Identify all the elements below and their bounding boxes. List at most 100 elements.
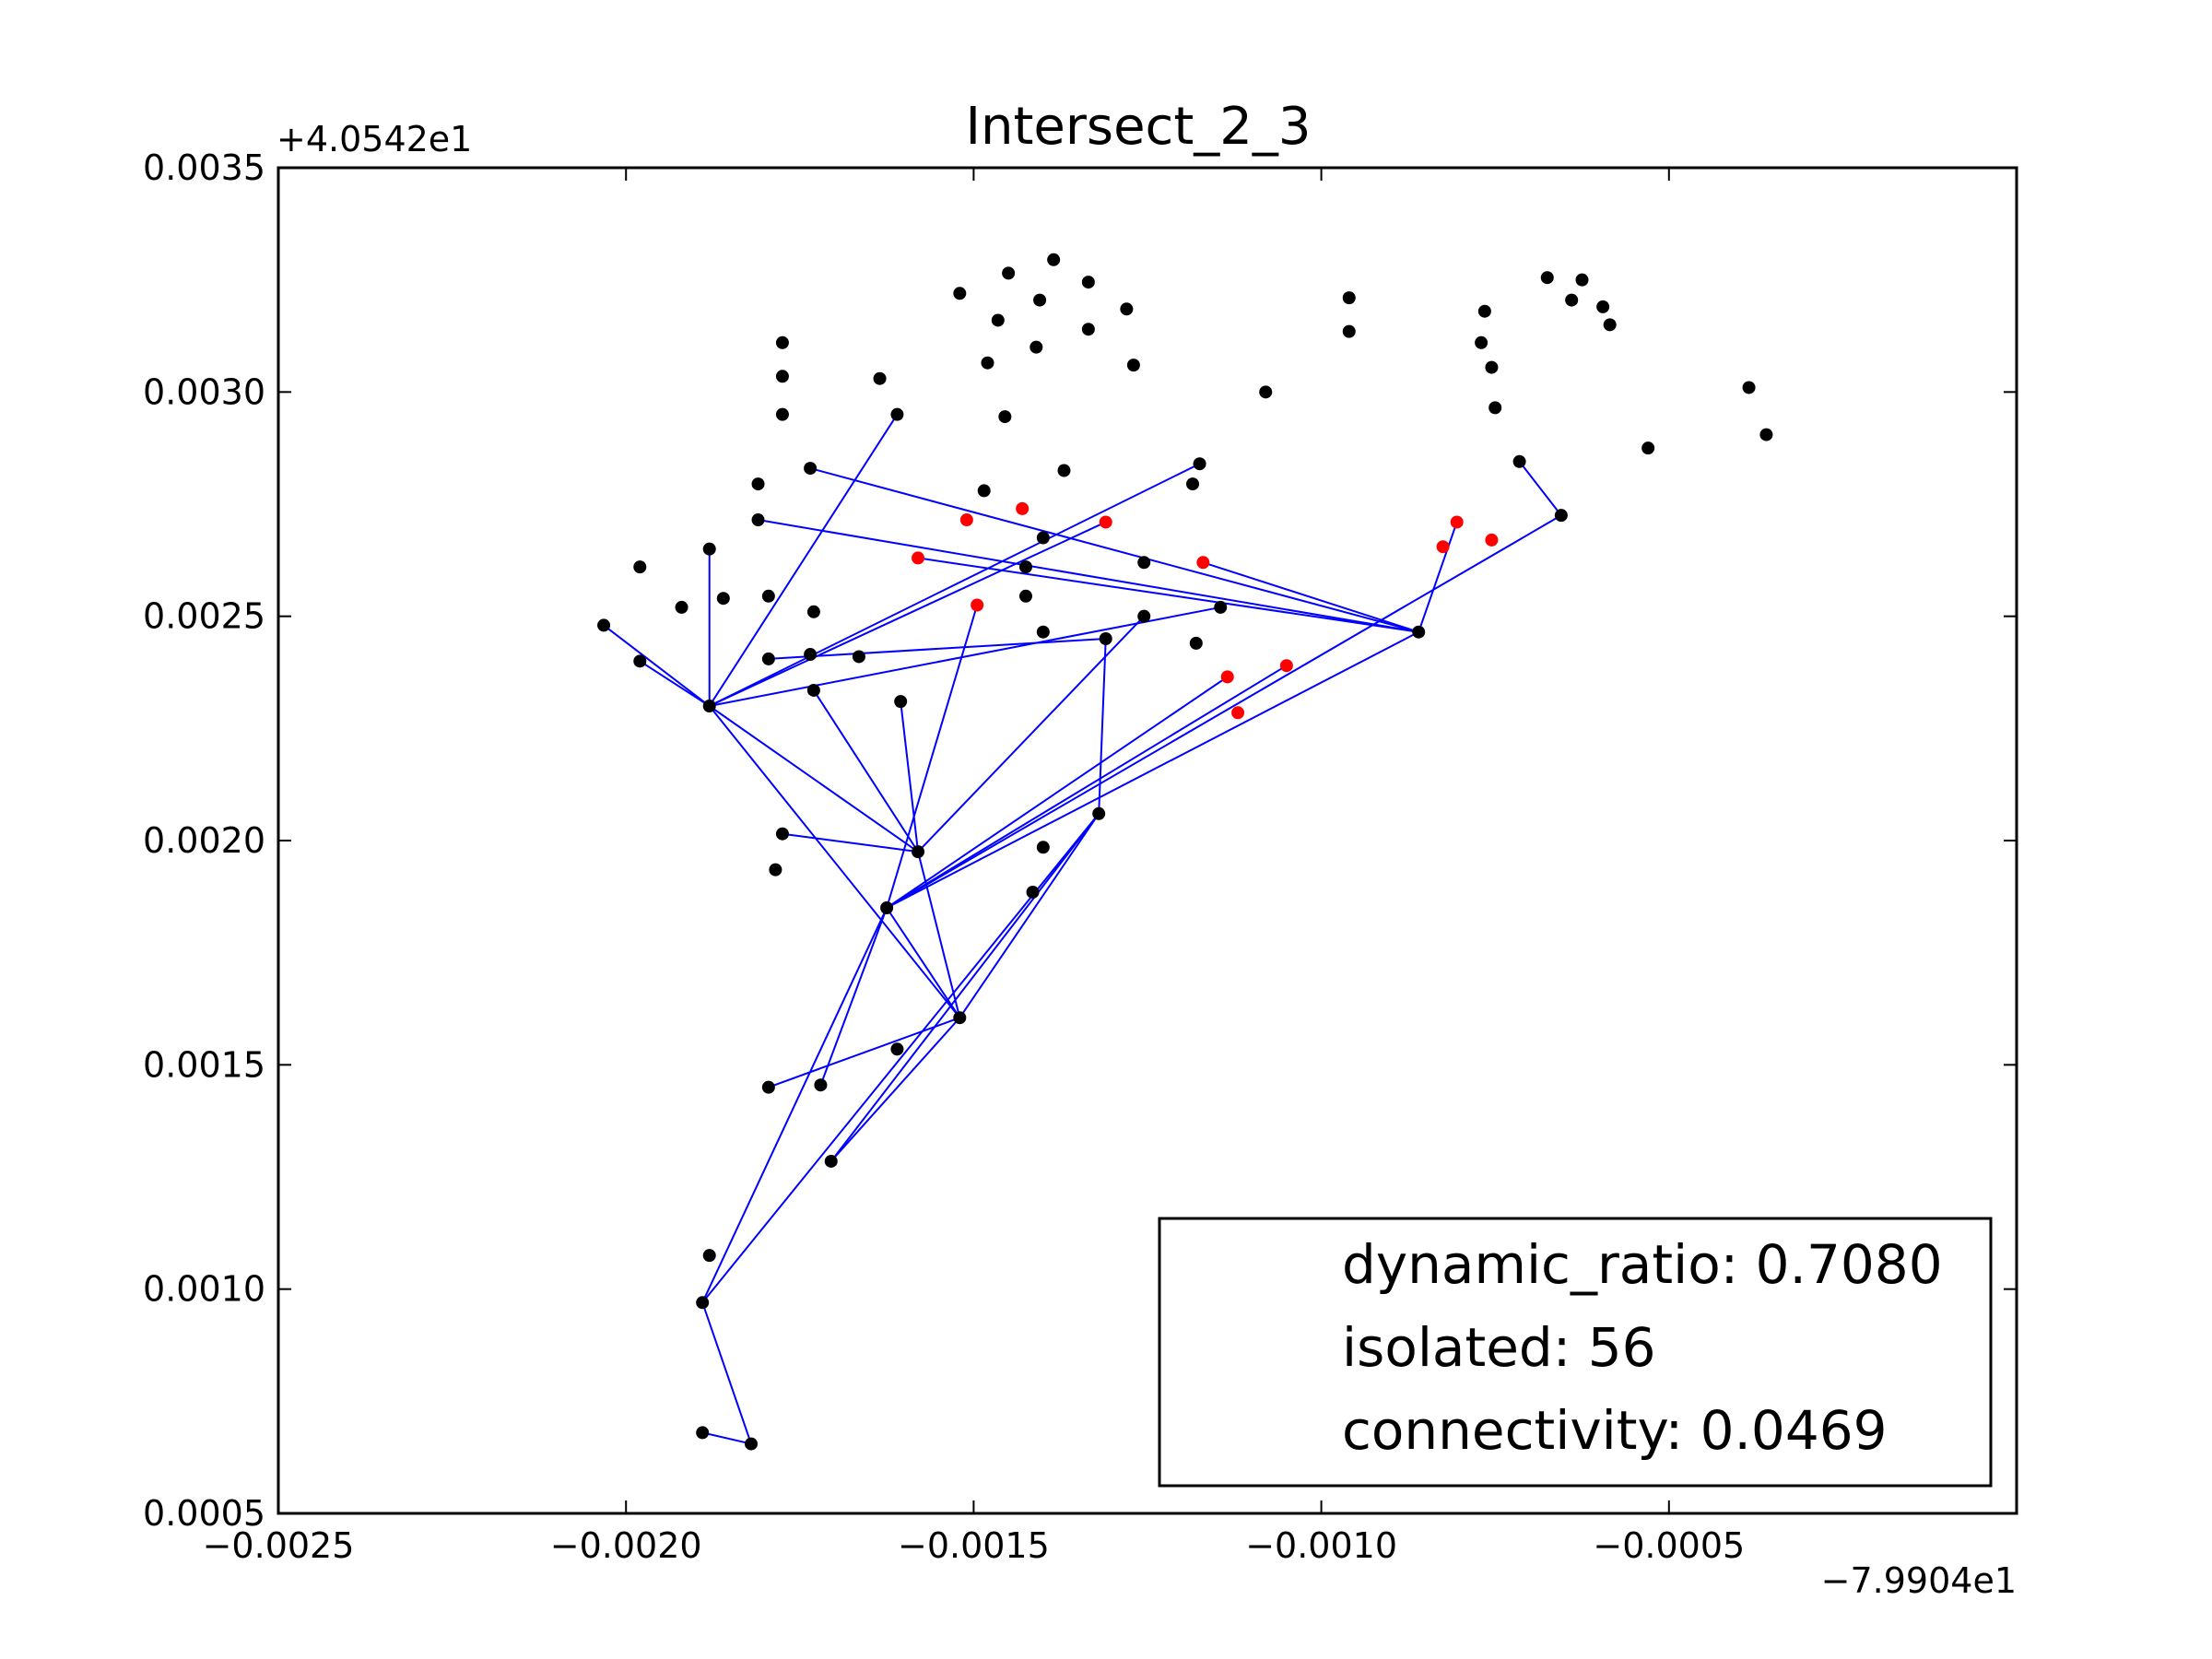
red-point	[971, 598, 984, 612]
edge-line	[917, 615, 1145, 853]
black-point	[806, 605, 820, 618]
black-point	[696, 1296, 710, 1310]
black-point	[1477, 304, 1491, 318]
black-point	[998, 410, 1012, 424]
x-tick-label: −0.0025	[203, 1525, 355, 1566]
y-tick-label: 0.0035	[143, 147, 265, 188]
edge-line	[709, 463, 1201, 707]
black-point	[953, 1011, 967, 1025]
edge-line	[886, 605, 979, 909]
black-point	[1018, 589, 1032, 603]
edge-line	[819, 907, 888, 1086]
black-point	[1596, 300, 1610, 313]
edge-line	[701, 1301, 752, 1444]
black-point	[1603, 318, 1617, 332]
black-point	[806, 683, 820, 697]
edge-line	[917, 557, 1419, 633]
black-point	[675, 600, 688, 614]
edge-line	[709, 521, 1107, 707]
black-point	[981, 356, 994, 370]
y-tick-label: 0.0005	[143, 1493, 265, 1534]
y-tick-label: 0.0010	[143, 1269, 265, 1310]
black-point	[894, 695, 908, 709]
black-point	[1033, 293, 1047, 307]
black-point	[633, 654, 647, 668]
x-tick-label: −0.0015	[898, 1525, 1050, 1566]
black-point	[775, 335, 789, 349]
edge-line	[603, 624, 711, 707]
red-point	[912, 551, 925, 565]
edge-line	[900, 701, 920, 853]
black-point	[873, 371, 887, 385]
black-point	[890, 1042, 904, 1056]
black-point	[1488, 401, 1502, 415]
edge-line	[1203, 561, 1419, 633]
black-point	[761, 652, 775, 665]
edge-line	[959, 813, 1100, 1018]
y-tick-label: 0.0025	[143, 596, 265, 637]
black-point	[597, 618, 611, 632]
black-point	[1036, 841, 1050, 854]
y-tick-label: 0.0015	[143, 1044, 265, 1085]
edge-line	[886, 630, 1419, 909]
black-point	[977, 484, 991, 498]
black-point	[696, 1426, 710, 1440]
edge-line	[701, 907, 888, 1303]
black-point	[1120, 302, 1134, 316]
red-point	[1450, 515, 1464, 529]
black-point	[814, 1078, 828, 1092]
edge-line	[830, 1017, 961, 1162]
black-point	[991, 313, 1005, 327]
red-point	[1231, 706, 1245, 720]
edge-line	[1418, 522, 1458, 633]
black-point	[775, 407, 789, 421]
black-point	[880, 901, 894, 914]
black-point	[1092, 806, 1106, 820]
red-point	[959, 513, 973, 527]
x-tick-label: −0.0010	[1245, 1525, 1397, 1566]
black-point	[1742, 381, 1756, 394]
edge-line	[701, 1431, 752, 1445]
edge-line	[886, 676, 1229, 909]
black-point	[1512, 454, 1526, 468]
y-tick-label: 0.0020	[143, 820, 265, 861]
black-point	[1342, 324, 1356, 338]
black-point	[751, 477, 765, 491]
black-point	[1036, 625, 1050, 639]
edge-line	[782, 832, 919, 853]
edge-line	[709, 705, 919, 853]
edge-line	[813, 689, 919, 853]
edge-line	[886, 665, 1288, 909]
black-point	[1485, 360, 1499, 374]
red-point	[1279, 659, 1293, 673]
axes-layer: −0.0025 −0.0020 −0.0015 −0.0010 −0.0005 0.000…	[143, 147, 2018, 1566]
edge-line	[639, 660, 711, 707]
black-point	[1193, 457, 1206, 471]
black-point	[953, 287, 967, 300]
black-point	[1259, 385, 1273, 399]
edge-line	[917, 851, 961, 1018]
black-point	[751, 513, 765, 527]
edge-line	[758, 519, 1419, 633]
edge-line	[709, 606, 1221, 707]
red-point	[1220, 670, 1234, 684]
edge-line	[886, 514, 1562, 909]
black-point	[775, 827, 789, 841]
black-point	[1554, 509, 1568, 523]
black-point	[769, 863, 782, 877]
edges-layer	[603, 414, 1562, 1445]
edge-line	[809, 467, 1419, 633]
chart-title: Intersect_2_3	[965, 97, 1311, 157]
red-point	[1485, 533, 1499, 547]
black-point	[775, 370, 789, 383]
red-point	[1016, 501, 1030, 515]
black-point	[1186, 477, 1200, 491]
black-point	[1412, 625, 1426, 639]
legend-entry: connectivity: 0.0469	[1342, 1399, 1888, 1462]
edge-line	[830, 813, 1100, 1162]
black-point	[716, 592, 730, 606]
black-point	[1214, 600, 1228, 614]
black-point	[1137, 609, 1151, 623]
black-point	[1057, 464, 1071, 477]
